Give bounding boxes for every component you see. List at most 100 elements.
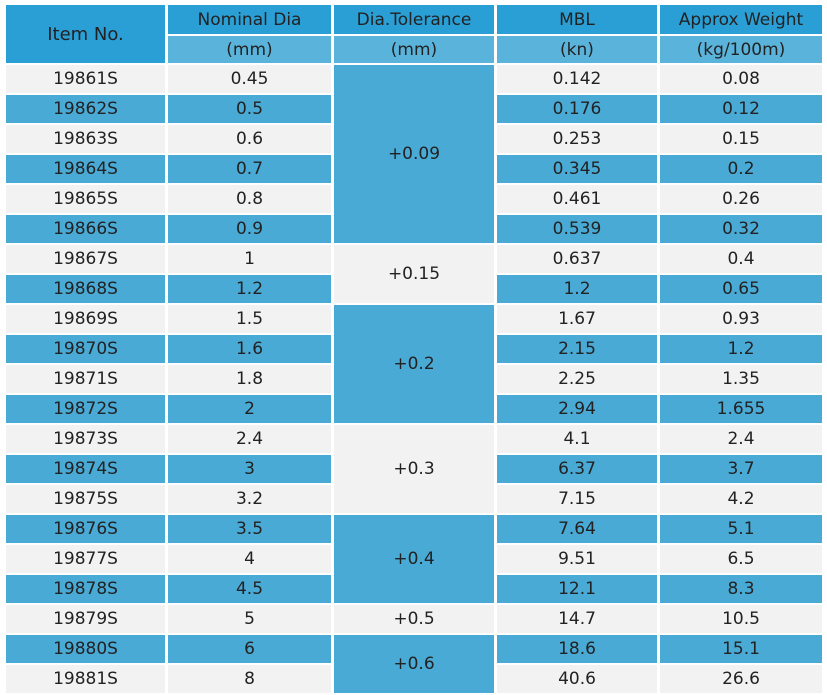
header-approx-weight: Approx Weight [660, 5, 822, 34]
item-no-cell: 19861S [6, 65, 165, 93]
approx-weight-cell: 26.6 [660, 665, 822, 693]
item-no-cell: 19871S [6, 365, 165, 393]
mbl-cell: 0.253 [497, 125, 657, 153]
table-row: 19875S 3.2 7.15 4.2 [6, 485, 822, 513]
table-row: 19869S 1.5 +0.2 1.67 0.93 [6, 305, 822, 423]
item-no-cell: 19872S [6, 395, 165, 423]
mbl-cell: 40.6 [497, 665, 657, 693]
header-item-no: Item No. [6, 5, 165, 63]
mbl-cell: 2.94 [497, 395, 657, 423]
mbl-cell: 4.1 [497, 425, 657, 453]
nominal-dia-cell: 1.5 [168, 305, 331, 333]
nominal-dia-cell: 5 [168, 605, 331, 633]
approx-weight-cell: 2.4 [660, 425, 822, 453]
approx-weight-cell: 5.1 [660, 515, 822, 543]
nominal-dia-cell: 0.7 [168, 155, 331, 183]
dia-tolerance-cell: +0.6 [334, 635, 494, 693]
header-row: Item No. Nominal Dia Dia.Tolerance MBL A… [6, 5, 822, 63]
header-nominal-dia: Nominal Dia [168, 5, 331, 34]
table-row: 19870S 1.6 2.15 1.2 [6, 335, 822, 363]
item-no-cell: 19877S [6, 545, 165, 573]
dia-tolerance-cell: +0.2 [334, 305, 494, 423]
mbl-cell: 6.37 [497, 455, 657, 483]
nominal-dia-cell: 4.5 [168, 575, 331, 603]
nominal-dia-cell: 1 [168, 245, 331, 273]
approx-weight-cell: 1.35 [660, 365, 822, 393]
mbl-cell: 12.1 [497, 575, 657, 603]
item-no-cell: 19867S [6, 245, 165, 273]
approx-weight-cell: 3.7 [660, 455, 822, 483]
mbl-cell: 0.461 [497, 185, 657, 213]
approx-weight-cell: 8.3 [660, 575, 822, 603]
spec-table: Item No. Nominal Dia Dia.Tolerance MBL A… [3, 3, 825, 695]
dia-tolerance-cell: +0.4 [334, 515, 494, 603]
nominal-dia-cell: 6 [168, 635, 331, 663]
unit-dia-tolerance: (mm) [334, 36, 494, 63]
header-mbl: MBL [497, 5, 657, 34]
nominal-dia-cell: 3.5 [168, 515, 331, 543]
item-no-cell: 19870S [6, 335, 165, 363]
item-no-cell: 19868S [6, 275, 165, 303]
unit-mbl: (kn) [497, 36, 657, 63]
dia-tolerance-cell: +0.3 [334, 425, 494, 513]
mbl-cell: 0.345 [497, 155, 657, 183]
table-row: 19871S 1.8 2.25 1.35 [6, 365, 822, 393]
dia-tolerance-cell: +0.5 [334, 605, 494, 633]
mbl-cell: 1.67 [497, 305, 657, 333]
nominal-dia-cell: 0.6 [168, 125, 331, 153]
table-row: 19872S 2 2.94 1.655 [6, 395, 822, 423]
item-no-cell: 19881S [6, 665, 165, 693]
nominal-dia-cell: 3.2 [168, 485, 331, 513]
nominal-dia-cell: 1.6 [168, 335, 331, 363]
approx-weight-cell: 0.08 [660, 65, 822, 93]
mbl-cell: 7.15 [497, 485, 657, 513]
nominal-dia-cell: 1.2 [168, 275, 331, 303]
table-row: 19864S 0.7 0.345 0.2 [6, 155, 822, 183]
mbl-cell: 2.15 [497, 335, 657, 363]
approx-weight-cell: 0.15 [660, 125, 822, 153]
header-dia-tolerance: Dia.Tolerance [334, 5, 494, 34]
nominal-dia-cell: 0.45 [168, 65, 331, 93]
mbl-cell: 7.64 [497, 515, 657, 543]
item-no-cell: 19869S [6, 305, 165, 333]
table-row: 19863S 0.6 0.253 0.15 [6, 125, 822, 153]
approx-weight-cell: 6.5 [660, 545, 822, 573]
nominal-dia-cell: 1.8 [168, 365, 331, 393]
dia-tolerance-cell: +0.09 [334, 65, 494, 243]
approx-weight-cell: 0.26 [660, 185, 822, 213]
nominal-dia-cell: 0.9 [168, 215, 331, 243]
table-row: 19877S 4 9.51 6.5 [6, 545, 822, 573]
nominal-dia-cell: 4 [168, 545, 331, 573]
unit-approx-weight: (kg/100m) [660, 36, 822, 63]
item-no-cell: 19865S [6, 185, 165, 213]
table-row: 19879S 5 +0.5 14.7 10.5 [6, 605, 822, 633]
mbl-cell: 14.7 [497, 605, 657, 633]
item-no-cell: 19863S [6, 125, 165, 153]
table-row: 19880S 6 +0.6 18.6 15.1 [6, 635, 822, 693]
item-no-cell: 19873S [6, 425, 165, 453]
nominal-dia-cell: 0.8 [168, 185, 331, 213]
nominal-dia-cell: 8 [168, 665, 331, 693]
approx-weight-cell: 0.93 [660, 305, 822, 333]
mbl-cell: 0.637 [497, 245, 657, 273]
item-no-cell: 19862S [6, 95, 165, 123]
mbl-cell: 18.6 [497, 635, 657, 663]
nominal-dia-cell: 2 [168, 395, 331, 423]
nominal-dia-cell: 2.4 [168, 425, 331, 453]
table-row: 19866S 0.9 0.539 0.32 [6, 215, 822, 243]
nominal-dia-cell: 3 [168, 455, 331, 483]
table-row: 19874S 3 6.37 3.7 [6, 455, 822, 483]
mbl-cell: 9.51 [497, 545, 657, 573]
approx-weight-cell: 10.5 [660, 605, 822, 633]
table-header: Item No. Nominal Dia Dia.Tolerance MBL A… [6, 5, 822, 63]
mbl-cell: 1.2 [497, 275, 657, 303]
mbl-cell: 0.176 [497, 95, 657, 123]
approx-weight-cell: 15.1 [660, 635, 822, 663]
table-row: 19873S 2.4 +0.3 4.1 2.4 [6, 425, 822, 513]
item-no-cell: 19874S [6, 455, 165, 483]
approx-weight-cell: 1.655 [660, 395, 822, 423]
dia-tolerance-cell: +0.15 [334, 245, 494, 303]
unit-nominal-dia: (mm) [168, 36, 331, 63]
approx-weight-cell: 0.65 [660, 275, 822, 303]
table-row: 19878S 4.5 12.1 8.3 [6, 575, 822, 603]
